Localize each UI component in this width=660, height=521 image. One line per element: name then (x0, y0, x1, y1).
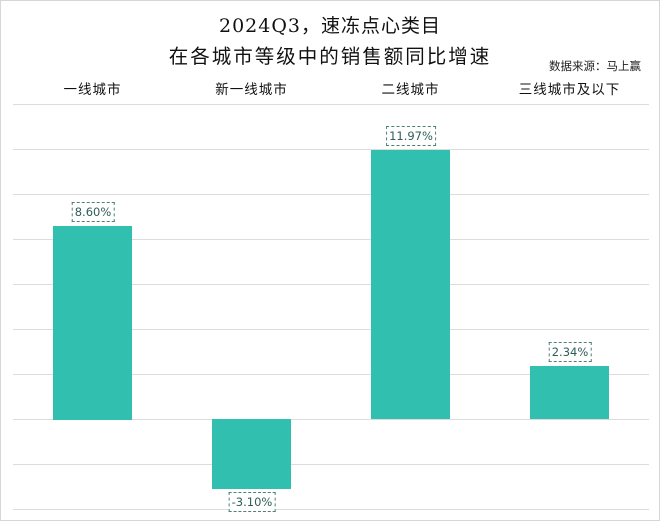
chart-title: 2024Q3，速冻点心类目 (218, 15, 442, 37)
bar-1 (212, 419, 291, 489)
gridline (13, 284, 649, 285)
zero-baseline (13, 419, 649, 420)
gridline (13, 509, 649, 510)
data-source-note: 数据来源：马上赢 (549, 59, 641, 73)
category-label-tier1: 一线城市 (63, 82, 122, 98)
data-label-0: 8.60% (71, 202, 115, 222)
gridline (13, 149, 649, 150)
bar-2 (371, 150, 450, 419)
gridline (13, 194, 649, 195)
bar-0 (53, 226, 132, 420)
gridline (13, 374, 649, 375)
data-label-3: 2.34% (548, 342, 592, 362)
category-label-tier2: 二线城市 (381, 82, 440, 98)
gridline (13, 329, 649, 330)
gridline (13, 464, 649, 465)
bar-3 (530, 366, 609, 419)
category-label-new-tier1: 新一线城市 (215, 82, 288, 98)
data-label-2: 11.97% (386, 126, 436, 146)
gridline (13, 104, 649, 105)
gridline (13, 239, 649, 240)
chart-subtitle: 在各城市等级中的销售额同比增速 (168, 45, 492, 68)
data-label-1: -3.10% (228, 492, 276, 512)
category-label-tier3-below: 三线城市及以下 (518, 82, 621, 98)
